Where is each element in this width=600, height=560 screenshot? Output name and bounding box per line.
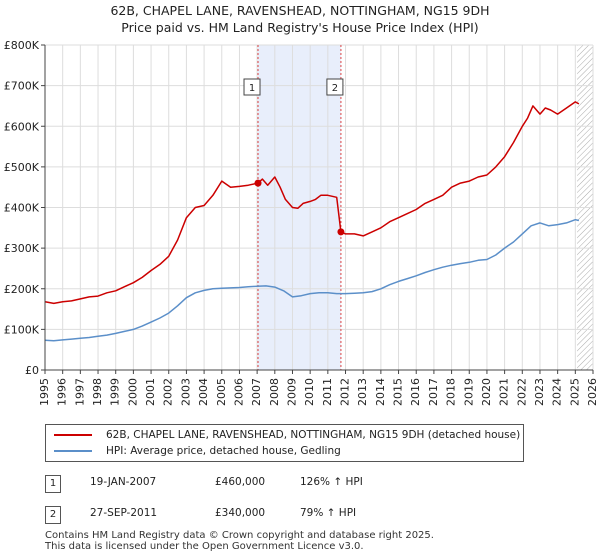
sale-price: £340,000 (215, 507, 266, 519)
footer: Contains HM Land Registry data © Crown c… (45, 530, 434, 552)
legend-label-hpi: HPI: Average price, detached house, Gedl… (106, 445, 341, 457)
x-tick-label: 2015 (392, 378, 405, 406)
sale-date: 27-SEP-2011 (90, 507, 158, 519)
x-tick-label: 2014 (374, 378, 387, 406)
y-tick-label: £700K (4, 80, 40, 93)
x-tick-label: 2020 (480, 378, 493, 406)
y-tick-label: £0 (25, 364, 39, 377)
x-tick-label: 2024 (551, 378, 564, 406)
x-tick-label: 2023 (533, 378, 546, 406)
x-tick-label: 2018 (445, 378, 458, 406)
x-tick-label: 2000 (126, 378, 139, 406)
footer-licence: This data is licensed under the Open Gov… (45, 541, 364, 552)
y-tick-label: £300K (4, 242, 40, 255)
y-tick-label: £800K (4, 39, 40, 52)
x-tick-label: 2001 (144, 378, 157, 406)
x-tick-label: 2026 (586, 378, 599, 406)
x-tick-label: 1999 (109, 378, 122, 406)
sale-marker-label: 2 (332, 83, 338, 94)
x-tick-label: 2002 (162, 378, 175, 406)
x-tick-label: 2004 (197, 378, 210, 406)
x-tick-label: 2011 (321, 378, 334, 406)
series-lines (44, 101, 580, 342)
sale-marker-label: 1 (249, 83, 255, 94)
chart-title: 62B, CHAPEL LANE, RAVENSHEAD, NOTTINGHAM… (0, 2, 600, 36)
y-tick-label: £500K (4, 161, 40, 174)
y-tick-label: £100K (4, 323, 40, 336)
y-tick-label: £600K (4, 120, 40, 133)
x-tick-label: 2006 (232, 378, 245, 406)
sale-marker-box: 2 (45, 506, 61, 524)
sale-date: 19-JAN-2007 (90, 476, 157, 488)
hpi-line (44, 218, 580, 342)
sale-point (337, 228, 345, 236)
legend-item-hpi: HPI: Average price, detached house, Gedl… (54, 445, 341, 457)
x-tick-label: 2019 (462, 378, 475, 406)
x-tick-label: 1995 (38, 378, 51, 406)
x-tick-label: 2013 (356, 378, 369, 406)
footer-copyright: Contains HM Land Registry data © Crown c… (45, 530, 434, 541)
axes: £0 £100K £200K £300K £400K £500K £600K £700K £80… (4, 39, 599, 406)
x-tick-label: 1996 (56, 378, 69, 406)
title-line-1: 62B, CHAPEL LANE, RAVENSHEAD, NOTTINGHAM… (110, 3, 490, 18)
x-tick-label: 2007 (250, 378, 263, 406)
sale-price: £460,000 (215, 476, 266, 488)
legend-swatch-property (54, 434, 92, 436)
property-price-line (44, 101, 580, 305)
x-tick-label: 2017 (427, 378, 440, 406)
x-tick-label: 2003 (179, 378, 192, 406)
x-tick-label: 1998 (91, 378, 104, 406)
x-tick-label: 1997 (73, 378, 86, 406)
x-tick-label: 2005 (215, 378, 228, 406)
title-line-2: Price paid vs. HM Land Registry's House … (121, 20, 479, 35)
sale-marker-label-box (243, 78, 261, 96)
legend-item-property: 62B, CHAPEL LANE, RAVENSHEAD, NOTTINGHAM… (54, 429, 520, 441)
y-tick-label: £400K (4, 202, 40, 215)
x-tick-label: 2009 (285, 378, 298, 406)
sale-hpi-change: 79% ↑ HPI (300, 507, 357, 519)
sale-marker-box: 1 (45, 475, 61, 493)
sale-marker-label-box (326, 78, 344, 96)
x-tick-label: 2016 (409, 378, 422, 406)
x-tick-label: 2025 (568, 378, 581, 406)
legend: 62B, CHAPEL LANE, RAVENSHEAD, NOTTINGHAM… (45, 424, 524, 462)
x-tick-label: 2022 (515, 378, 528, 406)
x-tick-label: 2008 (268, 378, 281, 406)
x-tick-label: 2010 (303, 378, 316, 406)
y-tick-label: £200K (4, 283, 40, 296)
legend-swatch-hpi (54, 450, 92, 452)
x-tick-label: 2021 (498, 378, 511, 406)
legend-label-property: 62B, CHAPEL LANE, RAVENSHEAD, NOTTINGHAM… (106, 429, 521, 441)
x-tick-label: 2012 (339, 378, 352, 406)
sale-point (254, 179, 262, 187)
sale-hpi-change: 126% ↑ HPI (300, 476, 363, 488)
